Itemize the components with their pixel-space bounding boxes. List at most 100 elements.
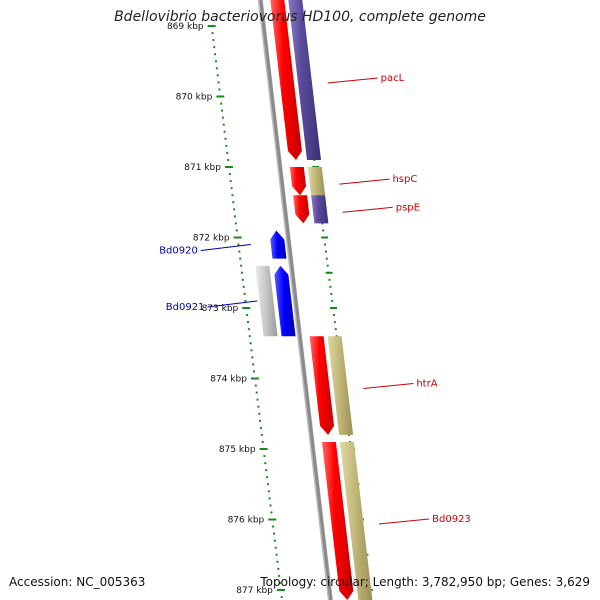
gene-bd0920-cds (270, 230, 287, 259)
minor-tick (270, 511, 273, 514)
minor-tick (279, 581, 282, 584)
minor-tick (237, 243, 240, 246)
minor-tick (248, 335, 251, 338)
kbp-label: 873 kbp (202, 304, 239, 314)
minor-tick (214, 53, 217, 56)
minor-tick (243, 292, 246, 295)
gene-hspc-cds (289, 167, 307, 196)
kbp-label: 875 kbp (219, 445, 256, 455)
kbp-label: 874 kbp (210, 375, 247, 385)
minor-tick (215, 67, 218, 70)
gene-label-bd0923: Bd0923 (432, 514, 471, 525)
outer-minor-tick (331, 299, 334, 302)
gene-pacl-cog (288, 0, 321, 160)
minor-tick (260, 433, 263, 436)
minor-tick (224, 137, 227, 140)
minor-tick (253, 370, 256, 373)
map-title: Bdellovibrio bacteriovorus HD100, comple… (114, 9, 486, 25)
minor-tick (268, 497, 271, 500)
minor-tick (278, 574, 281, 577)
gene-htra-cog (327, 336, 354, 435)
minor-tick (250, 349, 253, 352)
outer-minor-tick (324, 250, 327, 253)
minor-tick (221, 116, 224, 119)
gene-label-bd0920: Bd0920 (159, 246, 198, 257)
gene-hspc-cog (307, 167, 326, 196)
genes (255, 0, 373, 600)
minor-tick (221, 109, 224, 112)
minor-tick (233, 208, 236, 211)
minor-tick (225, 144, 228, 147)
minor-tick (255, 391, 258, 394)
minor-tick (254, 384, 257, 387)
minor-tick (241, 278, 244, 281)
minor-tick (216, 74, 219, 77)
gene-label-hspc: hspC (392, 174, 417, 185)
minor-tick (277, 567, 280, 570)
minor-tick (257, 405, 260, 408)
gene-bd0921-cds (274, 265, 296, 337)
minor-tick (267, 490, 270, 493)
outer-minor-tick (330, 292, 333, 295)
gene-bd0921-cog (255, 265, 278, 337)
minor-tick (247, 328, 250, 331)
minor-tick (218, 88, 221, 91)
minor-tick (252, 363, 255, 366)
outer-minor-tick (325, 257, 328, 260)
minor-tick (275, 553, 278, 556)
gene-label-line (342, 206, 393, 213)
minor-tick (272, 525, 275, 528)
minor-tick (211, 32, 214, 35)
gene-pspe-cog (311, 195, 329, 224)
minor-tick (234, 215, 237, 218)
summary-text: Topology: circular; Length: 3,782,950 bp… (260, 575, 590, 589)
minor-tick (280, 596, 283, 599)
outer-minor-tick (334, 328, 337, 331)
minor-tick (212, 39, 215, 42)
minor-tick (266, 483, 269, 486)
backbone-line (259, 0, 333, 600)
minor-tick (269, 504, 272, 507)
outer-minor-tick (332, 314, 335, 317)
gene-label-line (363, 383, 414, 390)
minor-tick (263, 455, 266, 458)
minor-tick (230, 187, 233, 190)
minor-tick (222, 123, 225, 126)
minor-tick (266, 476, 269, 479)
gene-bd0923-cds (321, 441, 354, 600)
minor-tick (251, 356, 254, 359)
minor-tick (256, 398, 259, 401)
gene-labels: pacL hspC pspE Bd0920 Bd0921 htrA Bd0923 (159, 73, 471, 525)
minor-tick (229, 180, 232, 183)
minor-tick (264, 462, 267, 465)
kbp-label: 870 kbp (176, 93, 213, 103)
minor-tick (226, 151, 229, 154)
minor-tick (238, 250, 241, 253)
minor-tick (228, 173, 231, 176)
minor-tick (261, 440, 264, 443)
accession-text: Accession: NC_005363 (9, 575, 146, 589)
kbp-label: 872 kbp (193, 234, 230, 244)
minor-tick (231, 194, 234, 197)
gene-htra-cds (309, 336, 335, 435)
minor-tick (232, 201, 235, 204)
minor-tick (265, 469, 268, 472)
gene-label-line (327, 77, 378, 84)
gene-label-pacl: pacL (381, 73, 405, 84)
outer-minor-tick (322, 229, 325, 232)
minor-tick (274, 546, 277, 549)
minor-tick (247, 321, 250, 324)
outer-minor-tick (329, 285, 332, 288)
gene-label-line (339, 178, 390, 185)
kbp-label: 871 kbp (184, 163, 221, 173)
gene-label-bd0921: Bd0921 (166, 302, 205, 313)
kbp-label: 877 kbp (236, 586, 273, 596)
outer-minor-tick (333, 321, 336, 324)
minor-tick (214, 60, 217, 63)
minor-tick (235, 229, 238, 232)
minor-tick (242, 285, 245, 288)
minor-tick (249, 342, 252, 345)
minor-tick (234, 222, 237, 225)
gene-bd0923-cog (339, 441, 373, 600)
